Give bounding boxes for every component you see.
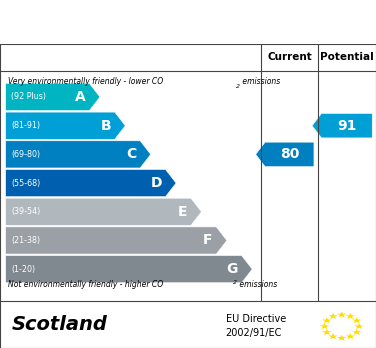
Polygon shape: [328, 333, 338, 339]
Text: 91: 91: [337, 119, 356, 133]
Polygon shape: [6, 227, 227, 254]
Polygon shape: [6, 198, 202, 226]
Polygon shape: [6, 255, 252, 283]
Text: (55-68): (55-68): [11, 179, 41, 188]
Text: 2002/91/EC: 2002/91/EC: [226, 328, 282, 338]
Text: E: E: [177, 205, 187, 219]
Text: 2: 2: [233, 280, 237, 285]
Text: 2: 2: [236, 84, 240, 89]
Polygon shape: [346, 313, 355, 319]
Polygon shape: [320, 323, 329, 329]
Text: Very environmentally friendly - lower CO: Very environmentally friendly - lower CO: [8, 78, 163, 87]
Polygon shape: [337, 335, 347, 341]
Polygon shape: [6, 84, 100, 111]
Text: F: F: [203, 234, 212, 247]
Polygon shape: [346, 333, 355, 339]
Polygon shape: [6, 112, 125, 139]
Text: C: C: [126, 148, 136, 161]
Text: B: B: [100, 119, 111, 133]
Polygon shape: [337, 311, 347, 317]
Polygon shape: [256, 142, 314, 167]
Text: A: A: [75, 90, 86, 104]
Text: Scotland: Scotland: [11, 315, 107, 334]
Text: emissions: emissions: [237, 280, 277, 290]
Text: Environmental Impact (CO: Environmental Impact (CO: [0, 14, 188, 29]
Text: Not environmentally friendly - higher CO: Not environmentally friendly - higher CO: [8, 280, 163, 290]
Text: G: G: [226, 262, 238, 276]
Polygon shape: [6, 169, 176, 197]
Text: (92 Plus): (92 Plus): [11, 93, 46, 102]
Text: (21-38): (21-38): [11, 236, 40, 245]
Polygon shape: [322, 317, 332, 323]
Text: ) Rating: ) Rating: [193, 14, 265, 29]
Polygon shape: [352, 317, 361, 323]
Text: (1-20): (1-20): [11, 265, 35, 274]
Text: 2: 2: [188, 18, 196, 31]
Text: D: D: [150, 176, 162, 190]
Text: (39-54): (39-54): [11, 207, 41, 216]
Text: Potential: Potential: [320, 52, 374, 62]
Text: EU Directive: EU Directive: [226, 314, 286, 324]
Polygon shape: [354, 323, 364, 329]
Polygon shape: [6, 141, 151, 168]
Polygon shape: [322, 329, 332, 335]
Text: (69-80): (69-80): [11, 150, 40, 159]
Text: Current: Current: [267, 52, 312, 62]
Polygon shape: [352, 329, 361, 335]
Text: emissions: emissions: [240, 78, 280, 87]
Text: 80: 80: [280, 148, 299, 161]
Text: (81-91): (81-91): [11, 121, 40, 130]
Polygon shape: [312, 113, 372, 138]
Polygon shape: [328, 313, 338, 319]
